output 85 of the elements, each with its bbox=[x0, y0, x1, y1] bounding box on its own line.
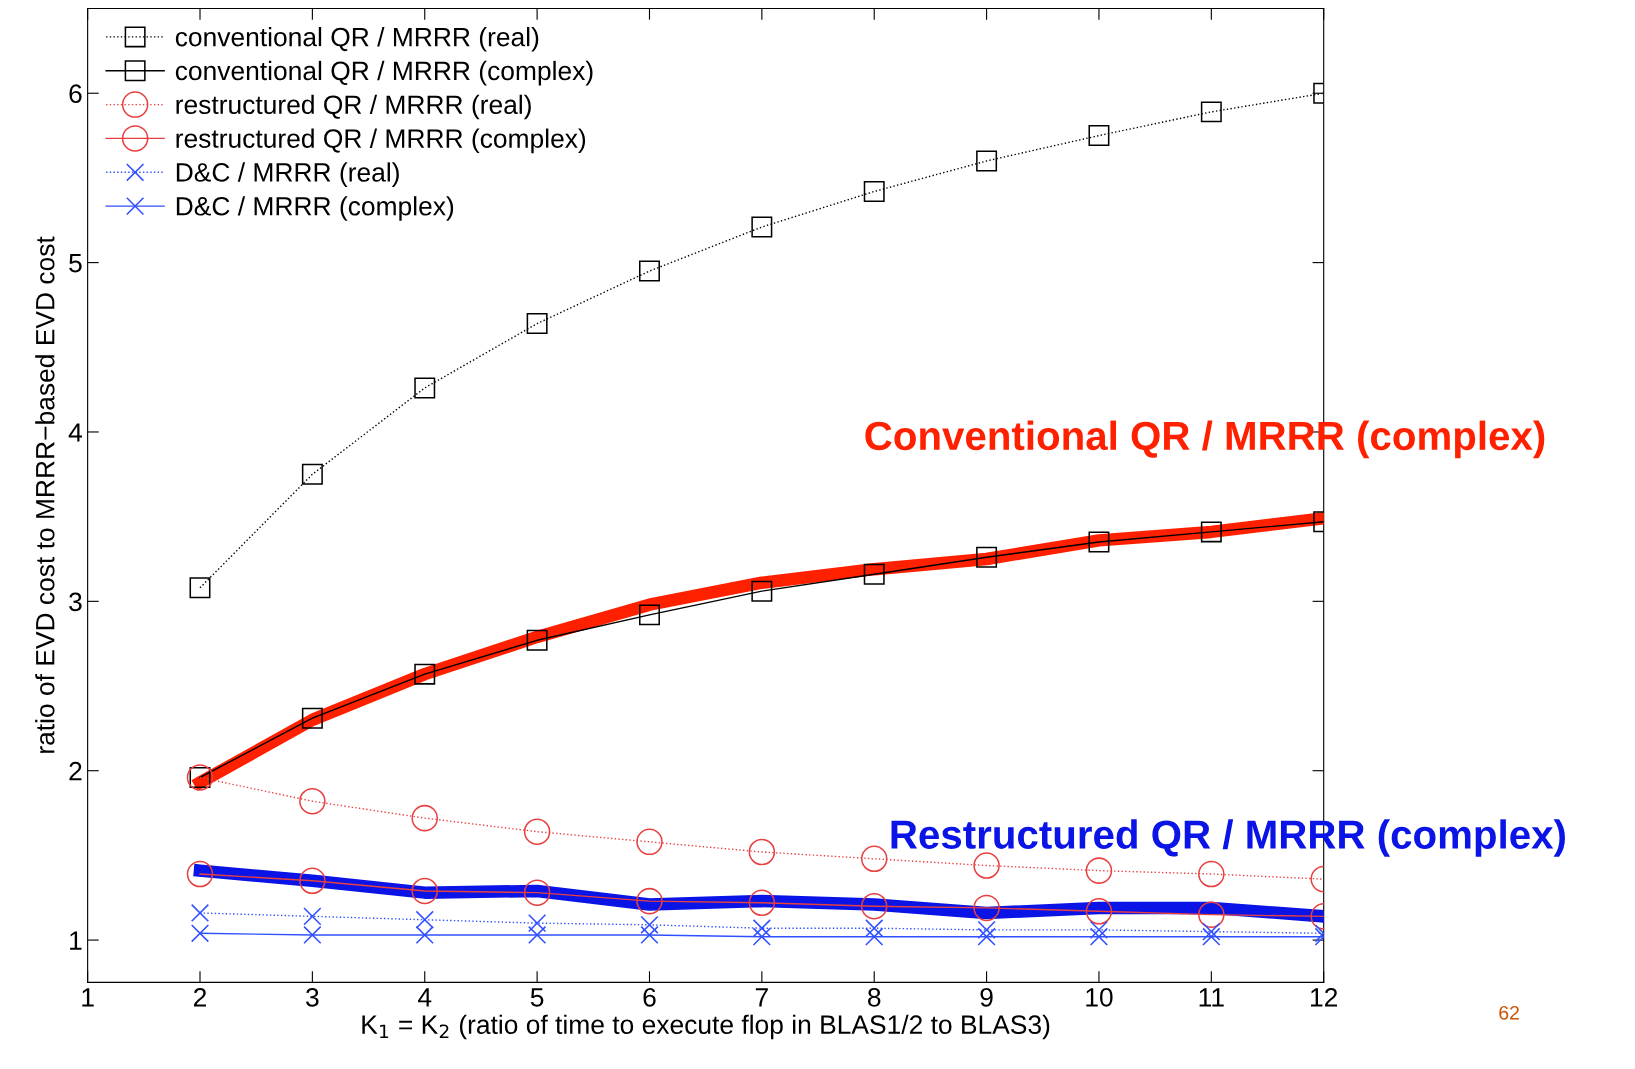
point bbox=[751, 580, 773, 602]
x-tick-label: 12 bbox=[1311, 987, 1338, 1007]
point bbox=[415, 910, 434, 929]
point bbox=[638, 260, 660, 282]
point bbox=[865, 927, 884, 946]
point bbox=[1085, 857, 1113, 884]
y-tick-label: 5 bbox=[69, 254, 82, 273]
legend-label: conventional QR / MRRR (complex) bbox=[175, 60, 593, 86]
point bbox=[1089, 920, 1109, 940]
point bbox=[752, 927, 771, 946]
point bbox=[752, 919, 771, 938]
point bbox=[860, 892, 888, 920]
point bbox=[1202, 927, 1221, 946]
point bbox=[640, 915, 659, 934]
x-axis-title: K$_{1}$ = K$_{2}$ (ratio of time to execute flop in BLAS1/2 to BLAS3) bbox=[362, 1014, 1050, 1040]
y-tick-label: 4 bbox=[68, 423, 82, 442]
x-tick-label: 6 bbox=[643, 987, 656, 1007]
point bbox=[414, 377, 436, 399]
point bbox=[411, 804, 439, 832]
point bbox=[865, 919, 884, 938]
point bbox=[1200, 521, 1222, 543]
point bbox=[301, 463, 323, 485]
point bbox=[299, 787, 326, 815]
point bbox=[190, 903, 210, 923]
x-tick-label: 2 bbox=[194, 987, 207, 1007]
legend-label: restructured QR / MRRR (real) bbox=[176, 94, 531, 120]
point bbox=[526, 313, 548, 335]
point bbox=[189, 577, 211, 599]
point bbox=[638, 604, 660, 626]
point bbox=[636, 887, 663, 915]
legend-label: restructured QR / MRRR (complex) bbox=[176, 128, 586, 154]
x-tick-label: 8 bbox=[868, 987, 881, 1007]
point bbox=[977, 927, 996, 946]
legend-label: D&C / MRRR (complex) bbox=[176, 196, 454, 221]
point bbox=[636, 828, 663, 856]
point bbox=[748, 838, 776, 866]
x-tick-label: 5 bbox=[530, 988, 544, 1007]
point bbox=[1089, 927, 1109, 946]
point bbox=[977, 920, 996, 940]
x-tick-label: 3 bbox=[306, 987, 319, 1007]
y-tick-label: 2 bbox=[69, 761, 82, 781]
point bbox=[528, 914, 547, 933]
text: 62 bbox=[1499, 1005, 1519, 1020]
point bbox=[303, 907, 322, 926]
legend-label: D&C / MRRR (real) bbox=[176, 162, 399, 187]
point bbox=[863, 180, 885, 202]
legend-label: conventional QR / MRRR (real) bbox=[175, 27, 539, 52]
point bbox=[523, 879, 551, 906]
point bbox=[299, 867, 326, 895]
point bbox=[748, 889, 776, 917]
x-tick-label: 11 bbox=[1199, 988, 1224, 1007]
y-tick-label: 1 bbox=[70, 931, 82, 950]
point bbox=[190, 924, 210, 943]
point bbox=[976, 546, 998, 568]
point bbox=[976, 150, 998, 172]
x-tick-label: 4 bbox=[418, 988, 432, 1007]
x-tick-label: 9 bbox=[980, 987, 993, 1007]
y-axis-title: ratio of EVD cost to MRRR−based EVD cost bbox=[35, 236, 55, 753]
point bbox=[863, 563, 885, 585]
point bbox=[1200, 101, 1222, 123]
point bbox=[1202, 922, 1221, 941]
x-tick-label: 10 bbox=[1086, 987, 1113, 1007]
point bbox=[415, 925, 434, 945]
point bbox=[186, 860, 214, 888]
point bbox=[1088, 531, 1110, 553]
point bbox=[303, 925, 322, 945]
x-tick-label: 1 bbox=[82, 988, 94, 1007]
y-tick-label: 6 bbox=[69, 84, 82, 104]
point bbox=[860, 845, 888, 873]
point bbox=[1198, 901, 1225, 928]
point bbox=[411, 877, 439, 905]
point bbox=[973, 894, 1000, 922]
point bbox=[1085, 898, 1113, 925]
point bbox=[523, 818, 551, 845]
point bbox=[751, 216, 773, 238]
point bbox=[640, 925, 659, 945]
point bbox=[528, 925, 547, 945]
point bbox=[526, 629, 548, 651]
point bbox=[301, 707, 323, 729]
point bbox=[1088, 125, 1110, 147]
x-tick-label: 7 bbox=[755, 988, 768, 1007]
point bbox=[1198, 860, 1225, 888]
point bbox=[414, 663, 436, 685]
point bbox=[973, 852, 1000, 879]
y-tick-label: 3 bbox=[69, 592, 82, 612]
